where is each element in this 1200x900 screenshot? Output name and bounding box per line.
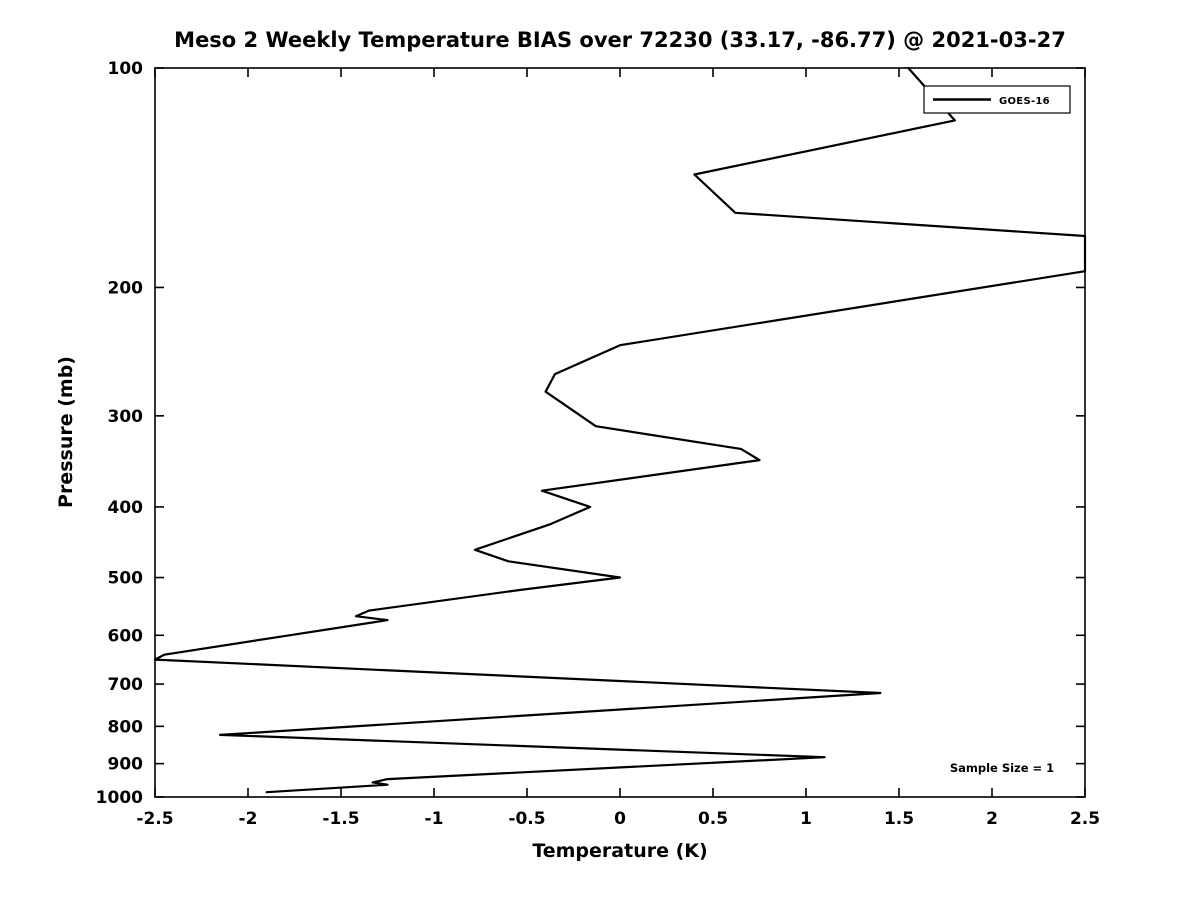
- x-tick-label: 2: [986, 809, 998, 829]
- x-tick-label: -0.5: [508, 809, 545, 829]
- y-tick-label: 1000: [96, 788, 143, 808]
- x-tick-label: -2.5: [136, 809, 173, 829]
- y-tick-label: 400: [108, 498, 144, 518]
- y-tick-label: 800: [108, 717, 144, 737]
- x-tick-label: 0.5: [698, 809, 728, 829]
- y-axis-label: Pressure (mb): [55, 356, 77, 508]
- y-tick-label: 700: [108, 675, 144, 695]
- x-tick-label: -2: [239, 809, 258, 829]
- y-tick-label: 600: [108, 626, 144, 646]
- legend: GOES-16: [923, 85, 1071, 114]
- x-tick-label: 1.5: [884, 809, 914, 829]
- x-tick-label: -1.5: [322, 809, 359, 829]
- legend-box: [923, 85, 1071, 114]
- y-tick-label: 900: [108, 755, 144, 775]
- goes16-bias-line: [153, 66, 1087, 794]
- x-axis-label: Temperature (K): [532, 840, 707, 862]
- x-tick-label: 1: [800, 809, 812, 829]
- y-tick-label: 300: [108, 407, 144, 427]
- y-tick-label: 200: [108, 278, 144, 298]
- sample-size-annotation: Sample Size = 1: [950, 761, 1054, 775]
- x-tick-label: -1: [425, 809, 444, 829]
- chart-title: Meso 2 Weekly Temperature BIAS over 7223…: [174, 28, 1066, 52]
- y-tick-label: 100: [108, 59, 144, 79]
- legend-label: GOES-16: [999, 96, 1050, 107]
- x-tick-label: 2.5: [1070, 809, 1100, 829]
- axes-layer: -2.5 -2 -1.5 -1 -0.5 0 0.5 1 1.5 2 2.5 100 200 300 400…: [96, 59, 1100, 829]
- x-tick-label: 0: [614, 809, 626, 829]
- y-tick-label: 500: [108, 569, 144, 589]
